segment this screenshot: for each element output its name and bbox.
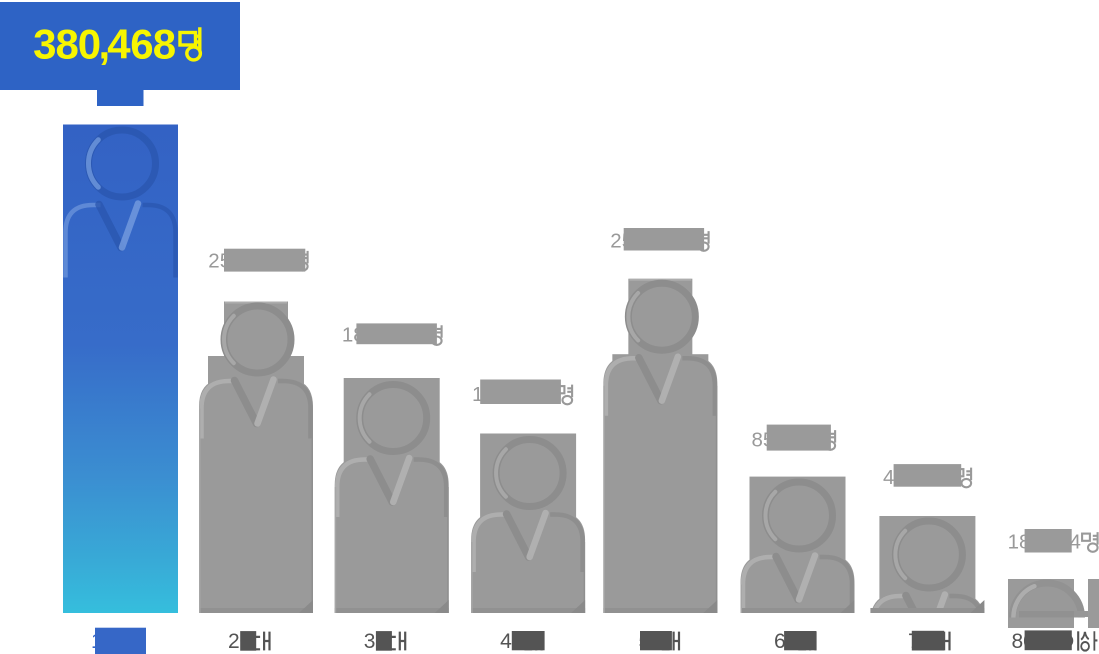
svg-text:380,468: 380,468	[33, 21, 176, 68]
svg-text:4: 4	[1070, 531, 1081, 554]
